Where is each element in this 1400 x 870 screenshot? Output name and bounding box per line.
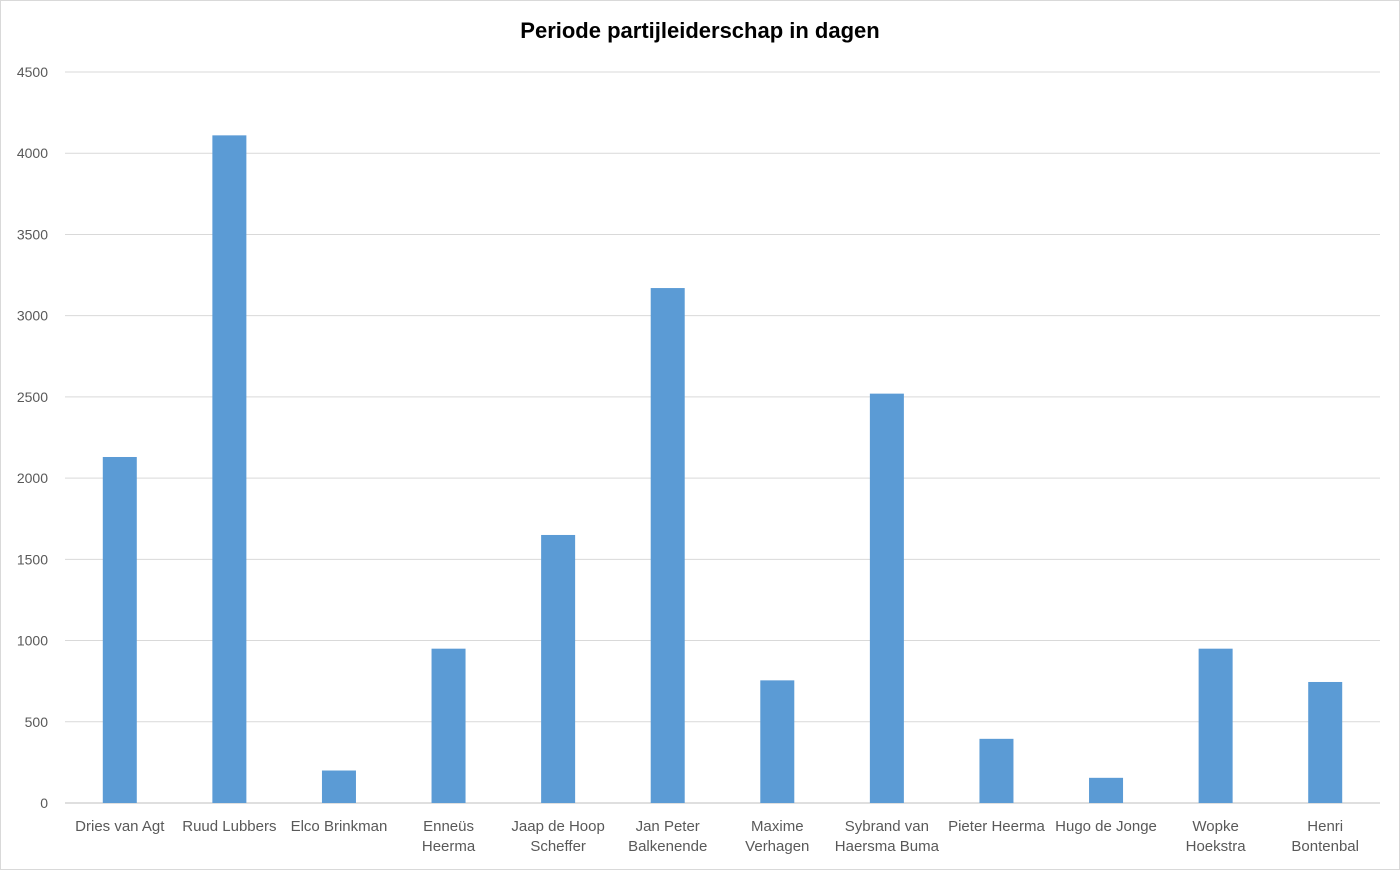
- bar: [869, 393, 904, 803]
- chart-title: Periode partijleiderschap in dagen: [520, 18, 880, 43]
- bars: [102, 135, 1343, 803]
- y-tick-label: 500: [25, 714, 49, 730]
- bar: [1089, 777, 1124, 803]
- y-tick-label: 2500: [17, 389, 48, 405]
- bar: [431, 648, 466, 803]
- bar: [979, 738, 1014, 803]
- bar: [650, 288, 685, 803]
- bar: [102, 456, 137, 803]
- x-category-label: Sybrand van Haersma Buma: [835, 818, 940, 855]
- x-category-label: Wopke Hoekstra: [1186, 818, 1247, 855]
- bar: [212, 135, 247, 803]
- bar: [321, 770, 356, 803]
- y-tick-label: 3000: [17, 308, 48, 324]
- bar: [1198, 648, 1233, 803]
- y-tick-label: 4500: [17, 64, 48, 80]
- x-category-label: Jan Peter Balkenende: [628, 818, 707, 855]
- x-category-label: Enneüs Heerma: [422, 818, 476, 855]
- bar: [1308, 681, 1343, 803]
- x-category-label: Henri Bontenbal: [1291, 818, 1359, 855]
- y-tick-label: 2000: [17, 470, 48, 486]
- x-category-label: Pieter Heerma: [948, 818, 1045, 835]
- bar: [760, 680, 795, 803]
- x-category-label: Jaap de Hoop Scheffer: [511, 818, 604, 855]
- x-category-label: Elco Brinkman: [291, 818, 388, 835]
- y-tick-label: 0: [40, 795, 48, 811]
- y-tick-label: 1500: [17, 551, 48, 567]
- x-category-label: Ruud Lubbers: [182, 818, 276, 835]
- y-tick-label: 4000: [17, 145, 48, 161]
- x-category-label: Dries van Agt: [75, 818, 165, 835]
- bar: [541, 534, 576, 803]
- y-tick-label: 1000: [17, 633, 48, 649]
- x-category-label: Maxime Verhagen: [745, 818, 809, 855]
- y-axis-ticks: 0 500 1000 1500 2000 2500 3000 3500 4000 4500: [17, 64, 48, 811]
- gridlines: [65, 71, 1380, 804]
- x-axis-labels: Dries van Agt Ruud Lubbers Elco Brinkman En…: [75, 818, 1359, 855]
- x-category-label: Hugo de Jonge: [1055, 818, 1157, 835]
- y-tick-label: 3500: [17, 226, 48, 242]
